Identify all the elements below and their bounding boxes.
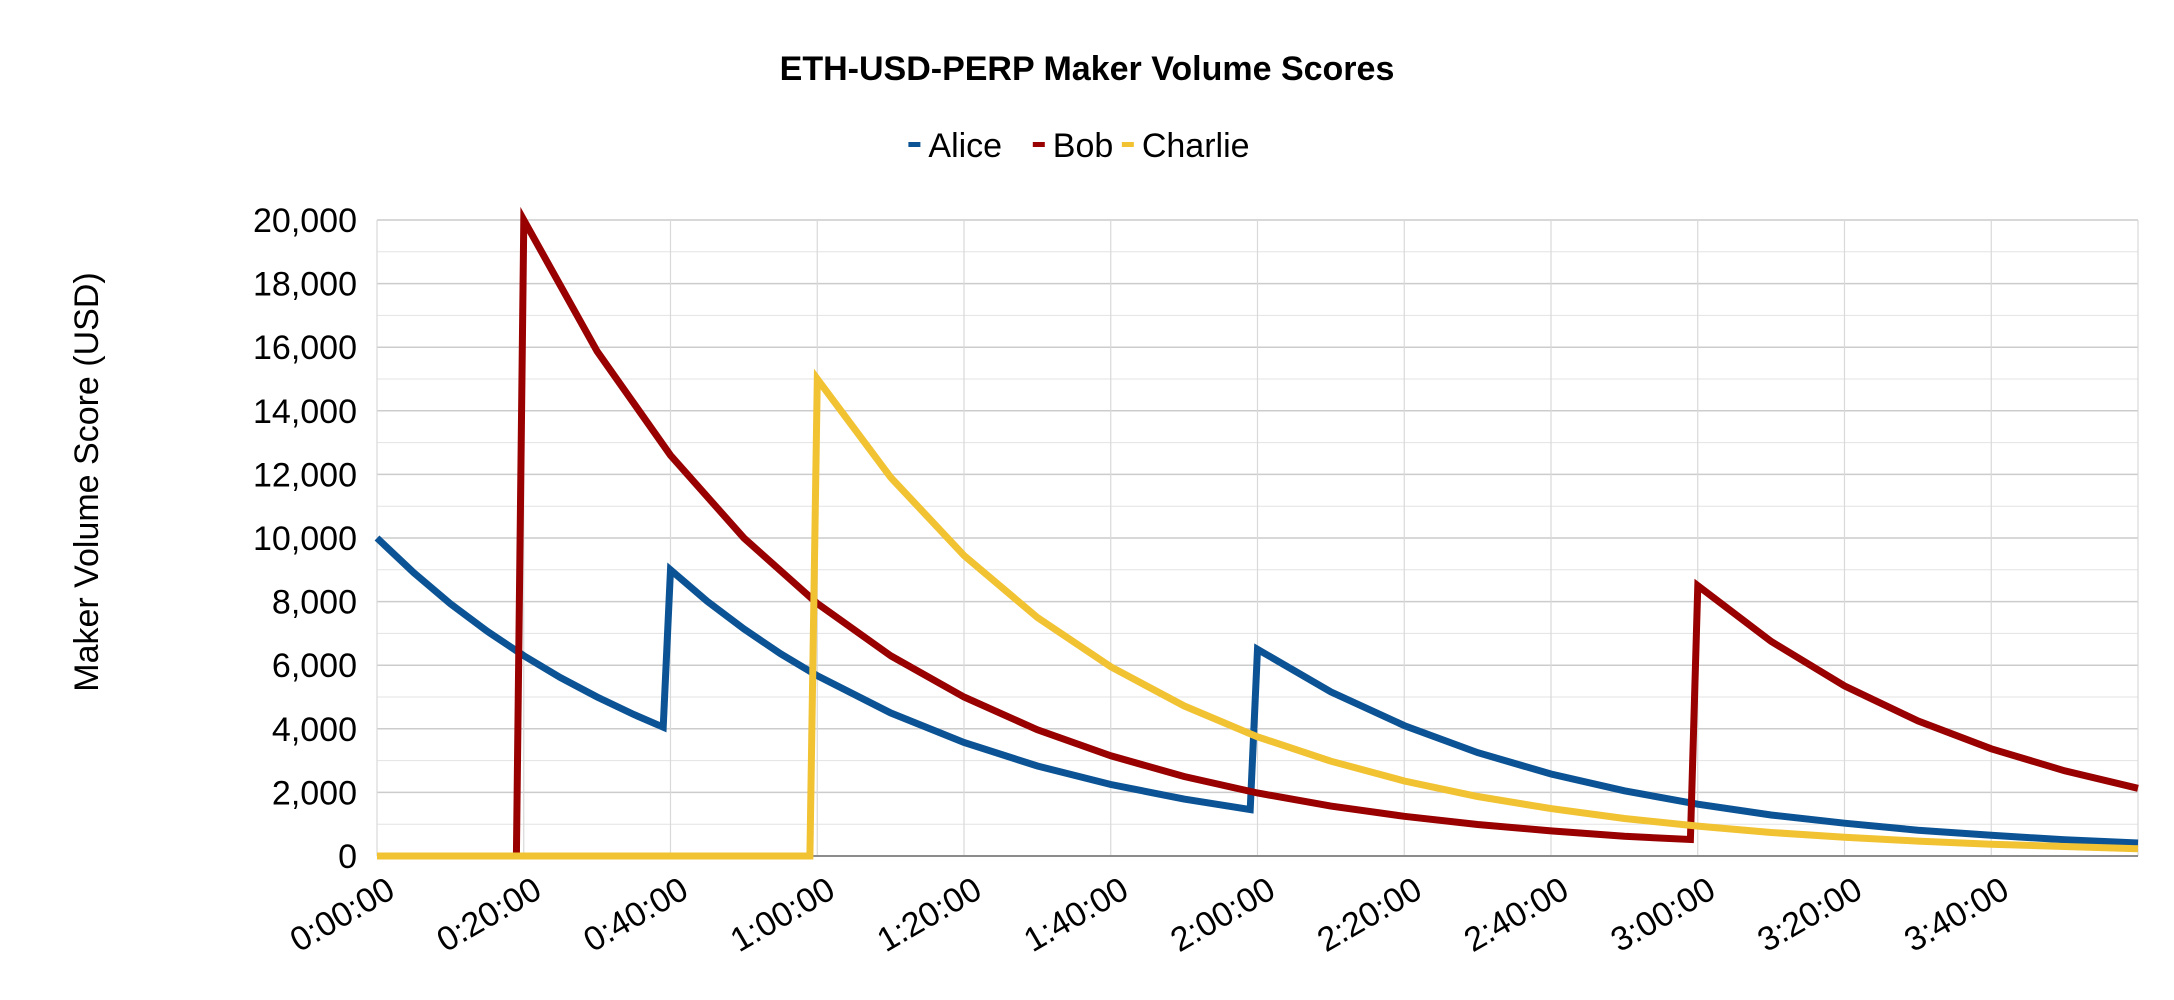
series-lines	[374, 206, 2139, 860]
y-tick-label: 6,000	[272, 647, 357, 685]
legend-swatch	[1032, 142, 1045, 147]
y-tick-label: 12,000	[253, 456, 357, 494]
legend-label: Bob	[1053, 127, 1114, 165]
y-tick-label: 0	[338, 838, 357, 876]
legend-item-alice: Alice	[908, 127, 1002, 165]
series-line-charlie	[377, 368, 2139, 860]
y-axis-ticks: 0 2,000 4,000 6,000 8,000 10,000 12,000 14,000 1…	[253, 202, 357, 876]
y-tick-label: 2,000	[272, 774, 357, 812]
y-tick-label: 18,000	[253, 266, 357, 304]
y-axis-label: Maker Volume Score (USD)	[68, 272, 106, 691]
y-tick-label: 10,000	[253, 520, 357, 558]
chart-title: ETH-USD-PERP Maker Volume Scores	[780, 50, 1395, 88]
grid-lines	[376, 219, 2139, 857]
legend-label: Alice	[928, 127, 1002, 165]
chart-legend: Alice Bob Charlie	[908, 127, 1250, 165]
legend-swatch	[908, 142, 921, 147]
y-tick-label: 16,000	[253, 329, 357, 367]
series-line-bob	[377, 206, 2139, 860]
legend-item-charlie: Charlie	[1121, 127, 1250, 165]
series-line-alice	[374, 535, 2139, 847]
y-tick-label: 20,000	[253, 202, 357, 240]
y-tick-label: 4,000	[272, 711, 357, 749]
legend-label: Charlie	[1142, 127, 1250, 165]
y-tick-label: 8,000	[272, 584, 357, 622]
y-tick-label: 14,000	[253, 393, 357, 431]
legend-swatch	[1121, 142, 1134, 147]
legend-item-bob: Bob	[1032, 127, 1114, 165]
